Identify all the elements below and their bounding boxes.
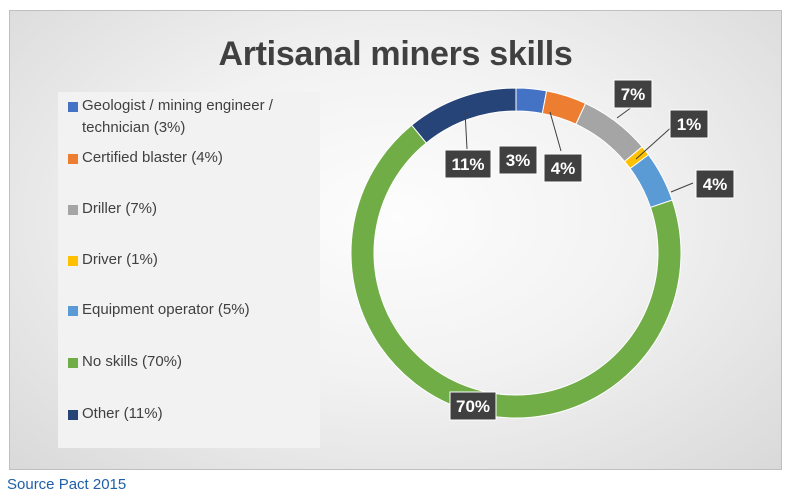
donut-slice-geologist-mining-engineer-technician (515, 87, 548, 115)
leader-line-driver (635, 123, 676, 160)
chart-frame: Artisanal miners skills Geologist / mini… (9, 10, 782, 470)
legend-label-other: Other (11%) (82, 405, 163, 422)
legend-item-driller: Driller (7%) (68, 198, 318, 220)
donut-slices (350, 87, 682, 419)
source-note: Source Pact 2015 (7, 476, 127, 493)
legend-label-geologist: Geologist / mining engineer / technician… (82, 97, 273, 136)
data-label-certified-blaster: 4% (551, 159, 576, 178)
data-label-equipment-operator: 4% (703, 175, 728, 194)
data-label-box-certified-blaster (543, 153, 583, 183)
data-label-box-driller (613, 79, 653, 109)
legend-item-certified-blaster: Certified blaster (4%) (68, 147, 318, 169)
donut-chart: 3% 4% 7% 1% 4% 70% 11% (350, 79, 735, 421)
donut-slice-other (410, 87, 517, 144)
donut-slice-no-skills (350, 124, 682, 419)
data-label-no-skills: 70% (456, 397, 490, 416)
legend-swatch-driller (68, 205, 78, 215)
leader-line-driller (616, 106, 633, 119)
legend-swatch-no-skills (68, 358, 78, 368)
data-label-box-other (444, 149, 492, 179)
donut-slice-driller (575, 102, 643, 163)
data-labels: 3% 4% 7% 1% 4% 70% 11% (444, 79, 735, 421)
legend-item-equipment-operator: Equipment operator (5%) (68, 299, 318, 321)
legend-label-driver: Driver (1%) (82, 251, 158, 268)
legend-label-certified-blaster: Certified blaster (4%) (82, 149, 223, 166)
legend-label-driller: Driller (7%) (82, 200, 157, 217)
data-label-box-driver (669, 109, 709, 139)
chart-title: Artisanal miners skills (218, 35, 573, 73)
legend-item-no-skills: No skills (70%) (68, 351, 318, 373)
label-leader-lines (464, 106, 694, 193)
legend-item-driver: Driver (1%) (68, 249, 318, 271)
leader-line-certified-blaster (549, 111, 562, 152)
data-label-driver: 1% (677, 115, 702, 134)
legend-item-geologist: Geologist / mining engineer / technician… (68, 95, 318, 139)
data-label-geologist-mining-engineer-technician: 3% (506, 151, 531, 170)
legend-label-no-skills: No skills (70%) (82, 353, 183, 370)
legend-swatch-driver (68, 256, 78, 266)
legend-label-equipment-operator: Equipment operator (5%) (82, 301, 250, 318)
leader-line-other (464, 110, 468, 150)
legend-swatch-equipment-operator (68, 306, 78, 316)
data-label-box-equipment-operator (695, 169, 735, 199)
data-label-other: 11% (451, 155, 484, 174)
leader-line-equipment-operator (670, 182, 694, 193)
legend-swatch-geologist (68, 102, 78, 112)
data-label-driller: 7% (621, 85, 646, 104)
legend: Geologist / mining engineer / technician… (58, 92, 320, 448)
data-label-box-geologist-mining-engineer-technician (498, 145, 538, 175)
data-label-box-no-skills (449, 391, 497, 421)
legend-swatch-certified-blaster (68, 154, 78, 164)
legend-swatch-other (68, 410, 78, 420)
legend-item-other: Other (11%) (68, 403, 318, 425)
